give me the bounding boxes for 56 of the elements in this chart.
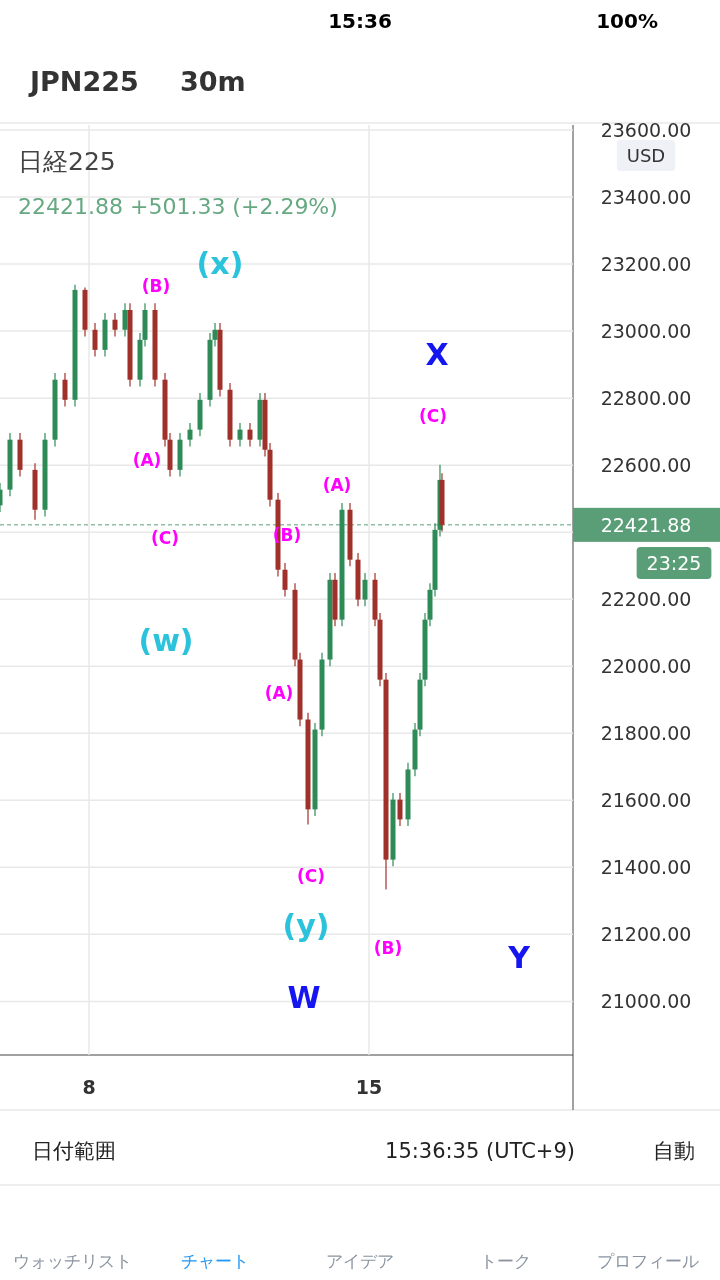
- candlestick: [362, 572, 368, 607]
- annotation: 日経225: [18, 147, 116, 176]
- candlestick: [237, 422, 243, 447]
- y-tick-label: 22200.00: [600, 588, 692, 611]
- y-tick-label: 21400.00: [600, 856, 692, 879]
- candlestick: [112, 312, 118, 338]
- annotation: 22421.88 +501.33 (+2.29%): [18, 194, 338, 219]
- text: 15:36:35 (UTC+9): [385, 1139, 575, 1163]
- y-tick-label: 21200.00: [600, 923, 692, 946]
- y-tick-label: 22600.00: [600, 454, 692, 477]
- text: 日付範囲: [32, 1139, 116, 1163]
- y-tick-label: 23600.00: [600, 119, 692, 142]
- y-tick-label: 21800.00: [600, 722, 692, 745]
- candlestick: [247, 422, 253, 447]
- candlestick: [122, 302, 128, 338]
- annotation: (B): [373, 938, 403, 958]
- annotation: (x): [196, 246, 244, 281]
- y-tick-label: 23200.00: [600, 253, 692, 276]
- annotation: (A): [132, 450, 162, 470]
- y-tick-label: 23400.00: [600, 186, 692, 209]
- candlestick: [62, 372, 68, 408]
- text: チャート: [181, 1251, 249, 1271]
- candlestick: [187, 422, 193, 447]
- annotation: (B): [141, 276, 171, 296]
- y-tick-label: 22800.00: [600, 387, 692, 410]
- annotation: (w): [138, 623, 194, 658]
- annotation: (y): [282, 908, 330, 943]
- candlestick: [397, 792, 403, 827]
- text: ウォッチリスト: [12, 1251, 132, 1271]
- chart-subtitle: 30m: [180, 66, 246, 97]
- annotation: (C): [296, 866, 326, 886]
- text: 100%: [596, 9, 658, 33]
- x-tick-label: 15: [355, 1076, 383, 1098]
- annotation: Y: [507, 940, 532, 975]
- y-tick-label: 21000.00: [600, 990, 692, 1013]
- annotation: W: [287, 980, 321, 1015]
- annotation: X: [425, 337, 449, 372]
- x-tick-label: 8: [82, 1076, 96, 1098]
- y-tick-label: 23000.00: [600, 320, 692, 343]
- text: 23:25: [646, 552, 702, 574]
- annotation: (C): [418, 406, 448, 426]
- text: トーク: [479, 1251, 531, 1271]
- text: 15:36: [328, 9, 392, 33]
- annotation: (A): [264, 683, 294, 703]
- text: USD: [626, 145, 666, 166]
- annotation: (C): [150, 528, 180, 548]
- y-tick-label: 22000.00: [600, 655, 692, 678]
- ref-line-label: 22421.88: [600, 513, 692, 536]
- y-tick-label: 21600.00: [600, 789, 692, 812]
- text: 自動: [653, 1139, 695, 1163]
- candlestick: [282, 562, 288, 598]
- chart-title: JPN225: [28, 66, 139, 97]
- annotation: (A): [322, 475, 352, 495]
- candlestick: [92, 322, 98, 358]
- text: アイデア: [326, 1251, 394, 1271]
- text: プロフィール: [597, 1251, 699, 1271]
